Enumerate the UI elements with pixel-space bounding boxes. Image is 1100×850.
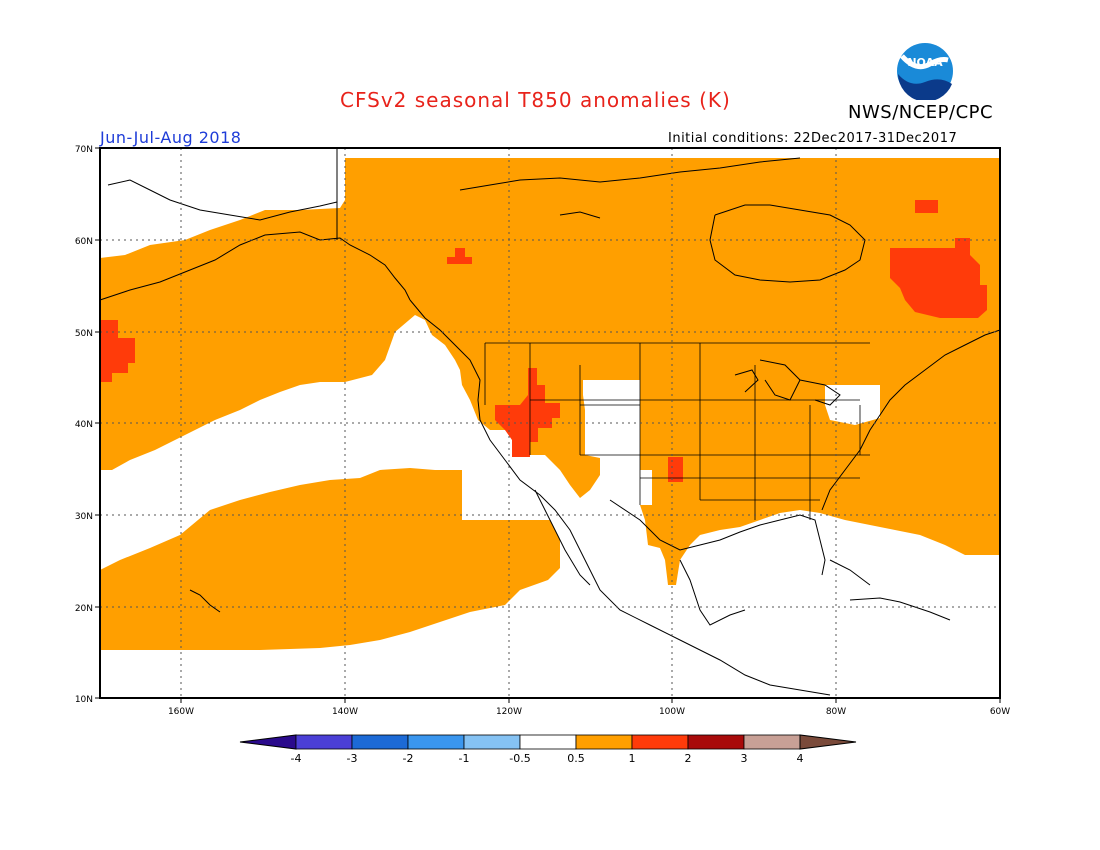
lon-label: 60W bbox=[990, 707, 1010, 717]
graticule bbox=[100, 148, 1000, 698]
lon-label: 120W bbox=[496, 707, 522, 717]
lat-label: 30N bbox=[75, 512, 93, 522]
colorbar-label: -3 bbox=[347, 752, 358, 765]
coastlines bbox=[99, 148, 1001, 696]
initial-conditions-label: Initial conditions: 22Dec2017-31Dec2017 bbox=[668, 131, 958, 146]
colorbar-swatch bbox=[799, 734, 857, 750]
map-title: CFSv2 seasonal T850 anomalies (K) bbox=[340, 88, 731, 112]
colorbar-label: -2 bbox=[403, 752, 414, 765]
colorbar-swatch bbox=[407, 734, 465, 750]
lat-label: 10N bbox=[75, 695, 93, 705]
colorbar-label: -4 bbox=[291, 752, 302, 765]
colorbar-swatch bbox=[463, 734, 521, 750]
state-borders bbox=[484, 342, 870, 520]
colorbar-label: 2 bbox=[685, 752, 692, 765]
colorbar-label: 1 bbox=[629, 752, 636, 765]
colorbar-swatch bbox=[295, 734, 353, 750]
lat-label: 50N bbox=[75, 329, 93, 339]
colorbar: -4 -3 -2 -1 -0.5 0.5 1 2 3 4 bbox=[239, 734, 857, 765]
noaa-logo-text: NOAA bbox=[907, 56, 943, 69]
colorbar-label: 4 bbox=[797, 752, 804, 765]
colorbar-swatch bbox=[687, 734, 745, 750]
colorbar-swatch bbox=[239, 734, 297, 750]
anomaly-region-red bbox=[100, 200, 987, 482]
colorbar-swatch bbox=[351, 734, 409, 750]
axis-ticks bbox=[95, 147, 1001, 703]
colorbar-swatch bbox=[519, 734, 577, 750]
colorbar-label: -0.5 bbox=[509, 752, 530, 765]
lon-label: 140W bbox=[332, 707, 358, 717]
lon-label: 80W bbox=[826, 707, 846, 717]
lat-label: 20N bbox=[75, 604, 93, 614]
lon-label: 100W bbox=[659, 707, 685, 717]
colorbar-label: 3 bbox=[741, 752, 748, 765]
noaa-logo: NOAA bbox=[897, 43, 953, 100]
anomaly-region-neutral bbox=[583, 380, 880, 505]
season-label: Jun-Jul-Aug 2018 bbox=[100, 128, 242, 147]
agency-label: NWS/NCEP/CPC bbox=[848, 102, 994, 123]
lat-label: 70N bbox=[75, 145, 93, 155]
colorbar-swatch bbox=[631, 734, 689, 750]
lon-label: 160W bbox=[168, 707, 194, 717]
colorbar-label: 0.5 bbox=[567, 752, 585, 765]
lat-label: 60N bbox=[75, 237, 93, 247]
lat-label: 40N bbox=[75, 420, 93, 430]
colorbar-label: -1 bbox=[459, 752, 470, 765]
colorbar-swatch bbox=[743, 734, 801, 750]
colorbar-swatch bbox=[575, 734, 633, 750]
